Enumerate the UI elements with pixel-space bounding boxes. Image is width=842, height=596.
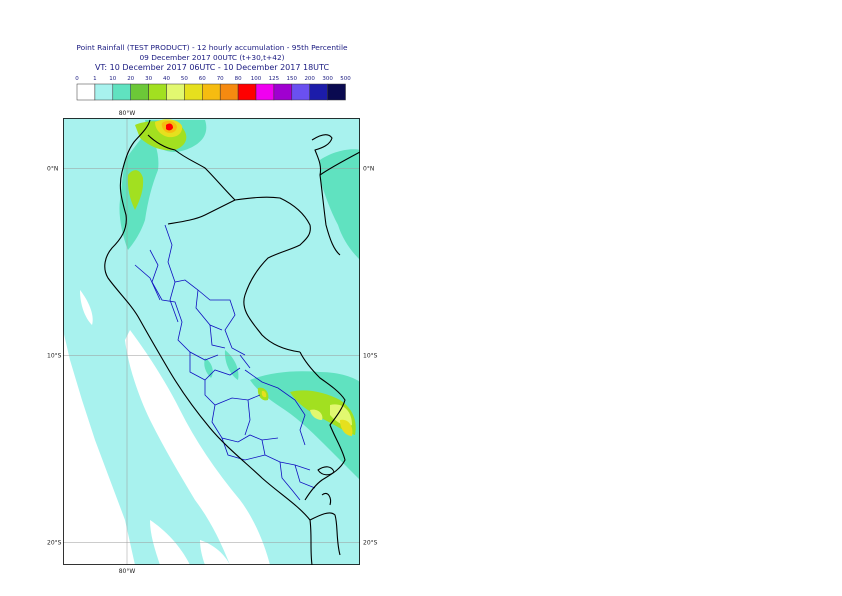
legend-threshold-label: 20: [127, 76, 134, 82]
legend-threshold-label: 1: [93, 76, 97, 82]
legend-threshold-label: 40: [163, 76, 170, 82]
country-boundaries: [104, 119, 360, 565]
longitude-label-bottom: 80°W: [119, 568, 136, 575]
latitude-label-left: 10°S: [47, 353, 62, 360]
latitude-label-right: 10°S: [363, 353, 378, 360]
map-title-line2: 09 December 2017 00UTC (t+30,t+42): [139, 53, 285, 62]
latitude-label-right: 0°N: [363, 166, 374, 173]
latitude-label-left: 0°N: [47, 166, 58, 173]
map-title-line1: Point Rainfall (TEST PRODUCT) - 12 hourl…: [76, 43, 348, 52]
legend-threshold-label: 125: [269, 76, 280, 82]
rainfall-legend: 0 1 10 20 30 40 50 60 70 80 100 125 150 200 300 500: [75, 76, 351, 101]
legend-threshold-label: 80: [235, 76, 242, 82]
legend-swatch: [327, 83, 346, 101]
legend-threshold-label: 70: [217, 76, 224, 82]
legend-threshold-label: 200: [304, 76, 315, 82]
map-frame: [63, 118, 360, 565]
latitude-label-right: 20°S: [363, 540, 378, 547]
legend-threshold-label: 50: [181, 76, 188, 82]
legend-threshold-label: 0: [75, 76, 79, 82]
legend-threshold-label: 500: [340, 76, 351, 82]
legend-threshold-label: 100: [251, 76, 262, 82]
latitude-label-left: 20°S: [47, 540, 62, 547]
graticule-labels: 0°N 0°N 10°S 10°S 20°S 20°S 80°W 80°W: [47, 110, 378, 575]
legend-threshold-label: 60: [199, 76, 206, 82]
longitude-label-top: 80°W: [119, 110, 136, 117]
legend-threshold-label: 300: [322, 76, 333, 82]
map-title-line3: VT: 10 December 2017 06UTC - 10 December…: [94, 63, 330, 72]
rain-band-heavy: [127, 119, 356, 436]
legend-threshold-label: 30: [145, 76, 152, 82]
regional-boundaries: [134, 224, 316, 501]
graticule: [63, 118, 360, 565]
legend-threshold-label: 150: [287, 76, 298, 82]
legend-threshold-label: 10: [109, 76, 116, 82]
